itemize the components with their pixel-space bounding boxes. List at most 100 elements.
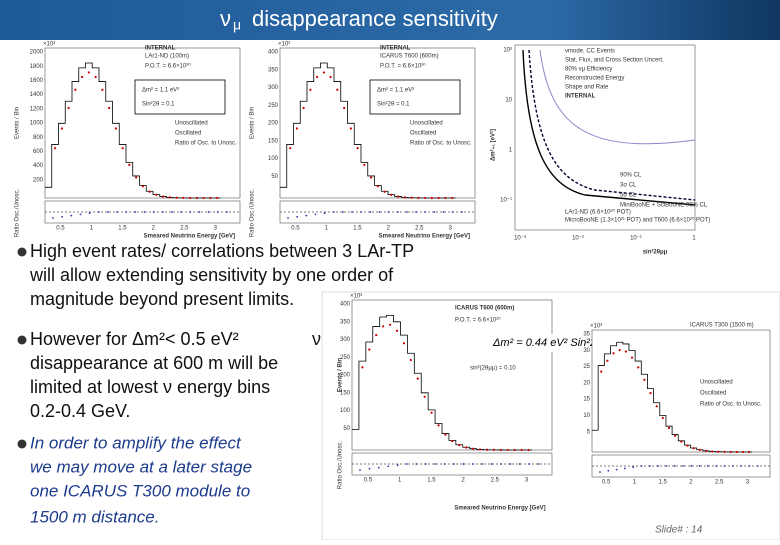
ratio-point — [528, 463, 531, 465]
oscillated-point — [349, 127, 352, 130]
oscillated-point — [309, 88, 312, 91]
info: Reconstructed Energy — [565, 76, 624, 82]
info: 80% νμ Efficiency — [565, 67, 612, 73]
oscillated-point — [74, 88, 77, 91]
oscillated-point — [376, 185, 379, 188]
y-tick-label: 400 — [268, 50, 279, 56]
ratio-point — [673, 465, 676, 467]
y-tick-label: 150 — [340, 390, 351, 396]
oscillated-point — [698, 448, 701, 452]
oscillated-point — [101, 88, 104, 91]
annotation: Sin²2θ = 0.1 — [377, 102, 410, 108]
oscillated-point — [735, 450, 738, 454]
ratio-point — [453, 463, 455, 465]
y-tick-label: 600 — [33, 149, 44, 155]
oscillated-point — [606, 359, 609, 362]
ratio-point — [481, 463, 484, 465]
ratio-point — [740, 465, 742, 467]
legend-entry: Oscillated — [700, 391, 726, 397]
legend-entry: Oscillated — [410, 131, 436, 137]
oscillated-point — [375, 333, 378, 337]
oscillated-point — [499, 448, 502, 452]
ratio-point — [216, 211, 219, 213]
oscillated-point — [295, 127, 298, 130]
ratio-point — [748, 465, 751, 467]
ratio-point — [359, 469, 361, 471]
ratio-point — [143, 211, 146, 213]
param: sin²(2θμμ) = 0.10 — [470, 366, 516, 372]
oscillated-point — [723, 450, 726, 453]
ratio-point — [171, 211, 173, 213]
ratio-point — [424, 211, 427, 213]
oscillated-point — [363, 163, 366, 166]
ratio-point — [607, 469, 610, 472]
ratio-point — [79, 213, 82, 216]
oscillated-point — [182, 196, 185, 200]
ratio-point — [225, 211, 228, 213]
x-tick-label: 1 — [398, 478, 402, 484]
oscillated-point — [108, 106, 111, 110]
oscillated-point — [402, 342, 406, 345]
oscillated-point — [81, 75, 84, 79]
bullet-line: However for Δm²< 0.5 eV² — [30, 329, 239, 349]
x-tick-label: 10⁻¹ — [630, 236, 642, 242]
bullet-line: will allow extending sensitivity by one … — [29, 265, 394, 285]
oscillated-point — [361, 366, 364, 369]
oscillated-point — [202, 196, 205, 200]
title: disappearance sensitivity — [252, 6, 498, 31]
oscillated-point — [128, 163, 131, 166]
y-tick-label: 200 — [33, 177, 44, 183]
ratio-point — [296, 215, 299, 218]
oscillated-point — [289, 147, 292, 150]
legend-entry: Oscillated — [175, 131, 201, 137]
title-nu: ν — [220, 6, 231, 31]
legend-entry: Ratio of Osc. to Unosc. — [175, 141, 237, 147]
contour — [539, 49, 696, 145]
ratio-point — [490, 463, 493, 465]
oscillated-point — [478, 448, 482, 451]
oscillated-point — [168, 196, 171, 199]
y-tick-label: 250 — [268, 103, 279, 109]
oscillated-point — [423, 395, 426, 398]
oscillated-point — [410, 196, 413, 199]
oscillated-point — [430, 196, 433, 200]
pot: P.O.T. = 6.6×10²⁰ — [145, 63, 191, 70]
bullet-line: limited at lowest ν energy bins — [30, 377, 270, 397]
oscillated-point — [382, 325, 385, 328]
title-mu: μ — [233, 17, 241, 33]
annotation-box — [134, 79, 226, 115]
ratio-point — [287, 217, 289, 219]
oscillated-point — [370, 176, 373, 179]
ratio-point — [396, 464, 399, 467]
y-tick-label: 300 — [340, 337, 351, 343]
bullet-line: 1500 m distance. — [30, 507, 159, 526]
ratio-point — [189, 211, 192, 213]
ratio-point — [433, 211, 436, 213]
x-tick-label: 0.5 — [602, 480, 611, 486]
oscillated-point — [216, 196, 219, 200]
x-axis-label: Smeared Neutrino Energy [GeV] — [454, 506, 545, 512]
axis-exponent: ×10³ — [278, 42, 290, 48]
info: νmode, CC Events — [565, 49, 615, 55]
oscillated-point — [451, 196, 454, 200]
y-tick-label: 150 — [268, 138, 279, 144]
ratio-point — [707, 465, 709, 467]
ratio-point — [434, 463, 437, 465]
oscillated-point — [513, 448, 516, 452]
oscillated-point — [329, 75, 332, 79]
oscillated-point — [612, 352, 615, 355]
x-tick-label: 10⁻³ — [514, 236, 526, 242]
ratio-point — [509, 463, 512, 465]
plot-frame — [351, 299, 553, 451]
ratio-point — [443, 463, 446, 465]
y-tick-label: 15 — [583, 397, 590, 403]
ratio-point — [207, 211, 210, 213]
y-tick-label: 400 — [33, 163, 44, 169]
ratio-point — [632, 466, 635, 469]
legend-entry: MiniBooNE + SciBooNE 90% CL — [620, 203, 708, 209]
y-tick-label: 1600 — [30, 78, 44, 84]
legend-entry: 90% CL — [620, 173, 642, 179]
y-tick-label: 350 — [340, 319, 351, 325]
oscillated-point — [114, 127, 117, 130]
